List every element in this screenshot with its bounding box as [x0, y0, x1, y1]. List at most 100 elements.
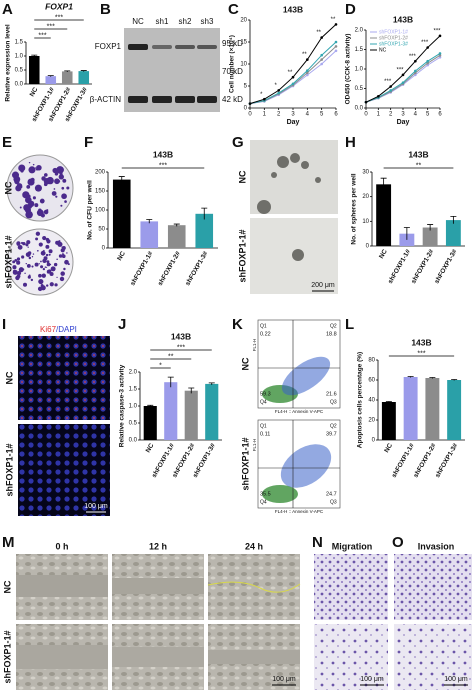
x-tick-label: 3: [401, 112, 405, 118]
colony: [47, 269, 52, 274]
quadrant-name: Q3: [330, 499, 337, 505]
panel-letter: E: [2, 134, 12, 151]
colony: [22, 282, 28, 287]
point: [426, 59, 429, 63]
x-tick-label: NC: [383, 442, 394, 454]
colony: [62, 178, 67, 183]
colony: [30, 278, 34, 282]
y-tick-label: 20: [362, 194, 369, 200]
colony: [38, 273, 42, 278]
error-bar: [201, 207, 208, 220]
x-tick-label: 6: [438, 112, 442, 118]
series-line: [249, 24, 337, 105]
colony: [27, 246, 29, 248]
colony: [54, 172, 59, 176]
point: [438, 52, 442, 55]
point: [414, 59, 417, 63]
colony: [14, 258, 18, 262]
colony: [35, 231, 41, 236]
axis-label: FL1-H: [252, 439, 257, 452]
blot-bands: [128, 44, 217, 103]
y-tick-label: 0.0: [355, 106, 364, 112]
x-tick-label: 1: [263, 112, 267, 118]
colony: [28, 166, 36, 174]
bar: [184, 390, 198, 440]
x-tick-label: shFOXP1-3#: [184, 250, 209, 287]
colony: [53, 188, 56, 190]
colony: [40, 250, 46, 256]
colony: [34, 203, 39, 208]
sig-label: ***: [177, 344, 185, 351]
scale-label: 200 μm: [311, 282, 335, 289]
colony: [58, 254, 63, 258]
bar: [195, 213, 214, 248]
y-tick-label: 0.5: [15, 68, 24, 74]
panel-title: Invasion: [418, 541, 455, 551]
panel-letter: D: [345, 1, 356, 18]
quadrant-value: 39.7: [326, 431, 337, 437]
point: [306, 73, 309, 77]
colony: [25, 262, 27, 265]
chart-title: 143B: [171, 331, 191, 341]
micrograph: [314, 554, 388, 620]
plate: [6, 228, 74, 296]
x-tick-label: NC: [116, 250, 127, 262]
colony: [43, 249, 45, 252]
row-label: shFOXP1-1#: [3, 235, 13, 288]
scale-label: 100 μm: [272, 676, 296, 683]
point: [320, 36, 323, 39]
panel-letter: A: [2, 1, 13, 18]
sig-label: **: [302, 52, 307, 58]
error-bar: [451, 379, 458, 381]
colony: [60, 271, 65, 276]
colony: [45, 266, 48, 268]
series-line: [365, 52, 441, 103]
micrograph: [18, 336, 110, 420]
error-bar: [118, 176, 125, 183]
sig-label: ***: [417, 350, 425, 357]
y-tick-label: 150: [95, 189, 106, 195]
panel-letter: H: [345, 134, 356, 151]
chart-title: FOXP1: [45, 1, 73, 11]
point: [320, 53, 323, 57]
y-tick-label: 1.5: [355, 47, 364, 53]
y-tick-label: 80: [368, 358, 375, 364]
colony: [31, 256, 34, 258]
panel-letter: K: [232, 316, 243, 333]
colony: [25, 210, 33, 219]
panel-letter: O: [392, 534, 404, 551]
colony: [37, 286, 43, 292]
x-axis-label: Day: [287, 119, 300, 126]
row-label: NC: [240, 357, 250, 370]
point: [291, 75, 295, 79]
colony: [35, 168, 39, 171]
quadrant-name: Q2: [330, 323, 337, 329]
panel-letter: L: [345, 316, 354, 333]
x-tick-label: 0: [248, 112, 252, 118]
colony: [16, 177, 20, 180]
colony: [64, 200, 67, 203]
colony: [46, 209, 49, 212]
x-tick-label: NC: [29, 86, 40, 98]
colony: [12, 260, 16, 264]
colony: [58, 174, 64, 180]
x-tick-label: shFOXP1-3#: [433, 248, 458, 285]
error-bar: [208, 382, 215, 385]
blot-row: FOXP1: [95, 42, 122, 51]
lane-label: NC: [132, 17, 144, 26]
y-tick-label: 20: [240, 18, 247, 24]
colony: [38, 263, 40, 265]
colony: [46, 284, 49, 287]
panel-letter: N: [312, 534, 323, 551]
colony: [43, 256, 48, 261]
micrograph: [394, 624, 472, 690]
x-tick-label: 5: [426, 112, 430, 118]
colony: [44, 173, 48, 177]
error-bar: [429, 377, 436, 379]
colony: [56, 276, 58, 279]
row-label: shFOXP1-1#: [237, 229, 247, 282]
error-bar: [146, 219, 153, 224]
bar: [112, 179, 131, 248]
colonies: [12, 161, 70, 292]
